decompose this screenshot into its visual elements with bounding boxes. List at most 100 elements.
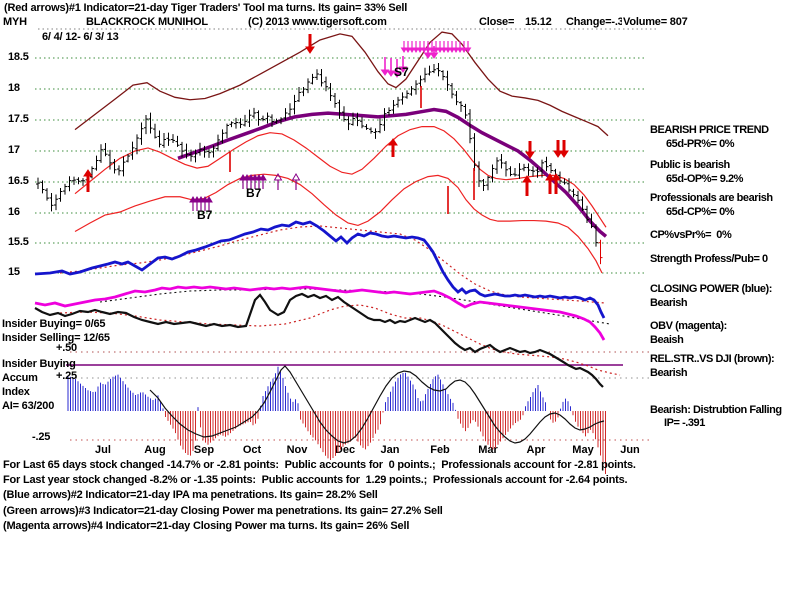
- month-label: Dec: [335, 444, 355, 456]
- insider-block-item: Insider Buying= 0/65: [2, 318, 106, 330]
- ohlc-bar: [414, 80, 418, 95]
- ohlc-bar: [45, 188, 49, 201]
- down-arrow: [404, 41, 412, 53]
- ohlc-bar: [495, 157, 499, 174]
- ohlc-bar: [580, 196, 585, 211]
- ohlc-bar: [76, 177, 81, 185]
- right-panel-item: Bearish: Distrubtion Falling: [650, 404, 782, 416]
- down-arrow: [380, 57, 390, 76]
- down-arrow: [392, 59, 402, 78]
- ohlc-bar: [99, 144, 103, 163]
- chart-line: [149, 365, 605, 444]
- ohlc-bar: [63, 183, 67, 195]
- ohlc-bar: [301, 87, 306, 97]
- price-labels-item: 17: [8, 144, 20, 156]
- insider-block-item: Index: [2, 386, 30, 398]
- ohlc-bar: [373, 128, 378, 139]
- ohlc-bar: [216, 134, 220, 152]
- insider-block-item: Accum: [2, 372, 38, 384]
- ohlc-bar: [531, 166, 535, 177]
- ohlc-bar: [504, 161, 508, 177]
- ohlc-bar: [121, 156, 126, 177]
- footer-item: (Magenta arrows)#4 Indicator=21-day Clos…: [3, 520, 410, 532]
- ohlc-bar: [256, 110, 261, 126]
- down-arrow: [464, 41, 472, 53]
- down-arrow: [305, 34, 315, 54]
- ohlc-bar: [418, 75, 423, 88]
- down-arrow: [559, 140, 569, 158]
- down-arrow: [444, 41, 452, 53]
- ohlc-bar: [265, 112, 270, 124]
- ohlc-bar: [166, 132, 171, 146]
- ohlc-bar: [567, 178, 571, 193]
- ohlc-bar: [139, 122, 144, 145]
- insider-block-item: -.25: [32, 431, 51, 443]
- ohlc-bar: [261, 115, 265, 122]
- price-labels-item: 16: [8, 206, 20, 218]
- insider-block-item: Insider Buying: [2, 358, 76, 370]
- ohlc-bar: [283, 108, 288, 121]
- down-arrow: [448, 41, 456, 53]
- ohlc-bar: [522, 163, 526, 172]
- chart-line: [74, 31, 609, 137]
- month-label: Oct: [243, 444, 262, 456]
- right-panel-item: Bearish: [650, 367, 688, 379]
- ohlc-bar: [153, 123, 157, 139]
- down-arrow: [436, 41, 444, 53]
- ohlc-bar: [54, 194, 58, 211]
- insider-block-item: +.25: [56, 370, 77, 382]
- right-panel-item: IP= -.391: [664, 417, 705, 429]
- ohlc-bar: [117, 165, 121, 176]
- up-arrow: [522, 175, 532, 196]
- ohlc-bar: [184, 143, 189, 159]
- chart-line: [74, 173, 603, 274]
- right-panel-item: 65d-OP%= 9.2%: [666, 173, 743, 185]
- right-panel-item: Bearish: [650, 297, 688, 309]
- month-label: Feb: [430, 444, 450, 456]
- chart-line: [59, 304, 621, 376]
- ohlc-bar: [396, 96, 400, 108]
- ohlc-bar: [252, 107, 256, 119]
- ohlc-bar: [463, 103, 468, 119]
- month-label: Jun: [620, 444, 640, 456]
- ohlc-bar: [517, 163, 522, 179]
- down-arrow: [423, 44, 433, 59]
- ohlc-bar: [108, 149, 112, 170]
- right-panel-item: Beaish: [650, 334, 684, 346]
- down-arrow: [460, 41, 468, 53]
- ohlc-bar: [211, 145, 216, 158]
- up-arrow: [83, 169, 93, 192]
- ohlc-bar: [562, 178, 567, 185]
- close-label: Close=: [478, 16, 516, 28]
- down-arrow: [416, 41, 424, 53]
- price-labels-item: 15.5: [8, 236, 29, 248]
- ohlc-bar: [243, 114, 247, 127]
- up-arrow: [551, 173, 561, 194]
- ohlc-bar: [351, 112, 355, 126]
- ohlc-bar: [58, 187, 63, 202]
- ohlc-bar: [315, 69, 319, 80]
- ohlc-bar: [193, 149, 198, 163]
- date-range: 6/ 4/ 12- 6/ 3/ 13: [42, 31, 119, 43]
- ohlc-bar: [40, 180, 45, 194]
- down-arrow: [429, 46, 439, 59]
- ohlc-bar: [454, 90, 459, 106]
- ohlc-bar: [81, 178, 85, 186]
- ohlc-bar: [297, 86, 301, 103]
- ohlc-bar: [576, 190, 580, 204]
- ohlc-bar: [270, 114, 274, 128]
- ohlc-bar: [378, 118, 382, 134]
- ohlc-bar: [409, 86, 414, 96]
- ohlc-bar: [423, 67, 427, 83]
- chart-line: [34, 285, 606, 341]
- ohlc-bar: [49, 193, 54, 212]
- ohlc-bar: [103, 142, 108, 157]
- month-label: Aug: [144, 444, 165, 456]
- signal-label: B7: [197, 208, 213, 222]
- right-panel-item: 65d-PR%= 0%: [666, 138, 735, 150]
- price-labels-item: 17.5: [8, 113, 29, 125]
- price-labels-item: 15: [8, 266, 20, 278]
- ohlc-bar: [148, 112, 153, 134]
- right-panel-item: Public is bearish: [650, 159, 730, 171]
